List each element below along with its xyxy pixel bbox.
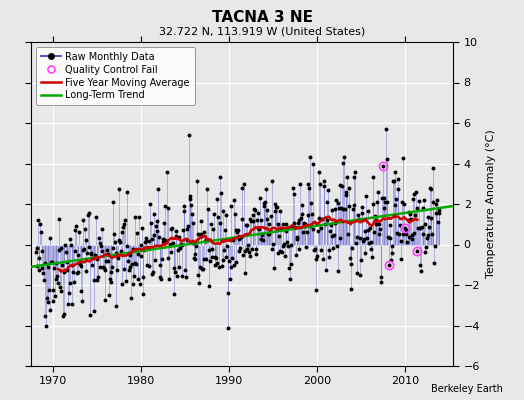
Text: Berkeley Earth: Berkeley Earth bbox=[431, 384, 503, 394]
Text: 32.722 N, 113.919 W (United States): 32.722 N, 113.919 W (United States) bbox=[159, 26, 365, 36]
Legend: Raw Monthly Data, Quality Control Fail, Five Year Moving Average, Long-Term Tren: Raw Monthly Data, Quality Control Fail, … bbox=[36, 47, 195, 105]
Y-axis label: Temperature Anomaly (°C): Temperature Anomaly (°C) bbox=[486, 130, 496, 278]
Text: TACNA 3 NE: TACNA 3 NE bbox=[212, 10, 312, 25]
